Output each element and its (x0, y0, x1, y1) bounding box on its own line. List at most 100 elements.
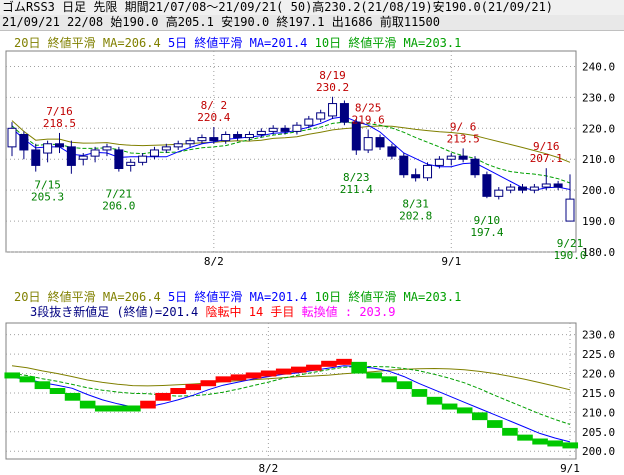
annotation-low-value: 202.8 (399, 209, 432, 222)
tlb-block (471, 412, 488, 421)
top-xtick-label: 9/1 (441, 255, 461, 268)
top-ytick-label: 200.0 (582, 184, 615, 197)
tlb-block (245, 372, 262, 379)
top-ytick-label: 220.0 (582, 122, 615, 135)
bottom-ytick-label: 225.0 (582, 348, 615, 361)
tlb-block (64, 392, 81, 401)
candle-body (458, 155, 468, 160)
bottom-ytick-label: 215.0 (582, 387, 615, 400)
candle-body (78, 155, 88, 160)
candle-body (387, 146, 397, 157)
candle-body (470, 158, 480, 176)
annotation-low-value: 211.4 (340, 183, 373, 196)
annotation-low-value: 197.4 (470, 226, 503, 239)
candle-body (31, 149, 41, 166)
candle-body (7, 127, 17, 148)
legend-bottom-2: 3段抜き新値足 (終値)=201.4 陰転中 14 手目 転換値 : 203.9 (30, 305, 395, 319)
annotation-high-value: 219.6 (352, 114, 385, 127)
candle-body (553, 183, 563, 188)
chart-header-line-1: ゴムRSS3 日足 先限 期間21/07/08～21/09/21( 50)高23… (0, 0, 624, 16)
tlb-block (441, 403, 458, 410)
header-quote: 21/09/21 22/08 始190.0 高205.1 安190.0 終197… (2, 15, 441, 29)
tlb-block (517, 434, 533, 441)
candle-body (244, 133, 254, 139)
candle-body (423, 164, 433, 179)
bottom-ma10-line (11, 366, 571, 425)
tlb-block (275, 368, 292, 375)
candle-body (54, 143, 64, 148)
annotation-high-date: 8/ 2 (201, 99, 228, 112)
annotation-low-date: 9/21 (557, 237, 584, 250)
candle-body (185, 140, 195, 145)
top-ytick-label: 240.0 (582, 60, 615, 73)
annotation-high-value: 218.5 (43, 117, 76, 130)
candle-body (19, 133, 29, 151)
candle-body (114, 149, 124, 170)
tlb-block (215, 376, 232, 383)
annotation-high-date: 8/25 (355, 102, 382, 115)
candle-body (434, 158, 444, 166)
bottom-ytick-label: 230.0 (582, 329, 615, 342)
candle-body (446, 155, 456, 160)
candle-body (66, 146, 76, 166)
candle-body (399, 155, 409, 176)
annotation-high-date: 8/19 (319, 69, 346, 82)
candle-body (375, 137, 385, 148)
tlb-block (110, 405, 126, 412)
tlb-block (19, 376, 36, 383)
bottom-ytick-label: 205.0 (582, 426, 615, 439)
bottom-ytick-label: 200.0 (582, 445, 615, 458)
bottom-plot-area (5, 322, 577, 460)
candle-body (411, 174, 421, 179)
annotation-high-value: 207.1 (530, 152, 563, 165)
legend-bottom-ma5: 5日 終値平滑 MA=201.4 (167, 290, 308, 304)
header-title: ゴムRSS3 日足 先限 期間21/07/08～21/09/21( 50)高23… (2, 0, 554, 14)
legend-count: 14 手目 (248, 305, 295, 319)
legend-ma20: 20日 終値平滑 MA=206.4 (14, 36, 161, 50)
candle-body (494, 189, 504, 197)
candle-body (506, 186, 516, 191)
candle-body (161, 146, 171, 151)
tlb-block (487, 420, 503, 428)
candle-body (268, 127, 278, 132)
bottom-ytick-label: 220.0 (582, 368, 615, 381)
tlb-block (562, 442, 579, 449)
candle-body (138, 155, 148, 163)
annotation-low-value: 190.0 (553, 249, 586, 262)
tlb-block (291, 366, 307, 373)
annotation-high-value: 213.5 (447, 132, 480, 145)
tlb-block (321, 360, 337, 367)
candle-body (197, 137, 207, 142)
bottom-xtick-label: 8/2 (258, 462, 278, 475)
top-ytick-label: 210.0 (582, 153, 615, 166)
annotation-high-value: 230.2 (316, 81, 349, 94)
candle-body (173, 143, 183, 148)
tlb-block (547, 440, 563, 447)
annotation-high-date: 9/16 (533, 140, 560, 153)
top-ytick-label: 230.0 (582, 91, 615, 104)
tlb-block (49, 388, 66, 394)
annotation-low-date: 8/23 (343, 171, 370, 184)
annotation-low-value: 206.0 (102, 200, 135, 213)
candle-body (328, 103, 338, 117)
top-ytick-label: 180.0 (582, 246, 615, 259)
candle-body (209, 137, 219, 142)
annotation-high-date: 7/16 (46, 105, 73, 118)
tlb-block (200, 380, 217, 387)
tlb-block (79, 400, 96, 409)
tlb-block (456, 407, 473, 414)
tlb-block (125, 405, 141, 412)
candle-body (316, 112, 326, 120)
candle-body (565, 198, 575, 222)
top-xtick-label: 8/2 (204, 255, 224, 268)
tlb-block (230, 374, 247, 381)
candle-body (102, 146, 112, 151)
tlb-block (170, 388, 186, 394)
tlb-block (94, 405, 111, 412)
legend-reversal: 転換値 : 203.9 (301, 305, 396, 319)
legend-tlb: 3段抜き新値足 (終値)=201.4 (30, 305, 199, 319)
bottom-ytick-label: 210.0 (582, 406, 615, 419)
legend-bottom-ma20: 20日 終値平滑 MA=206.4 (14, 290, 161, 304)
candle-body (363, 137, 373, 151)
